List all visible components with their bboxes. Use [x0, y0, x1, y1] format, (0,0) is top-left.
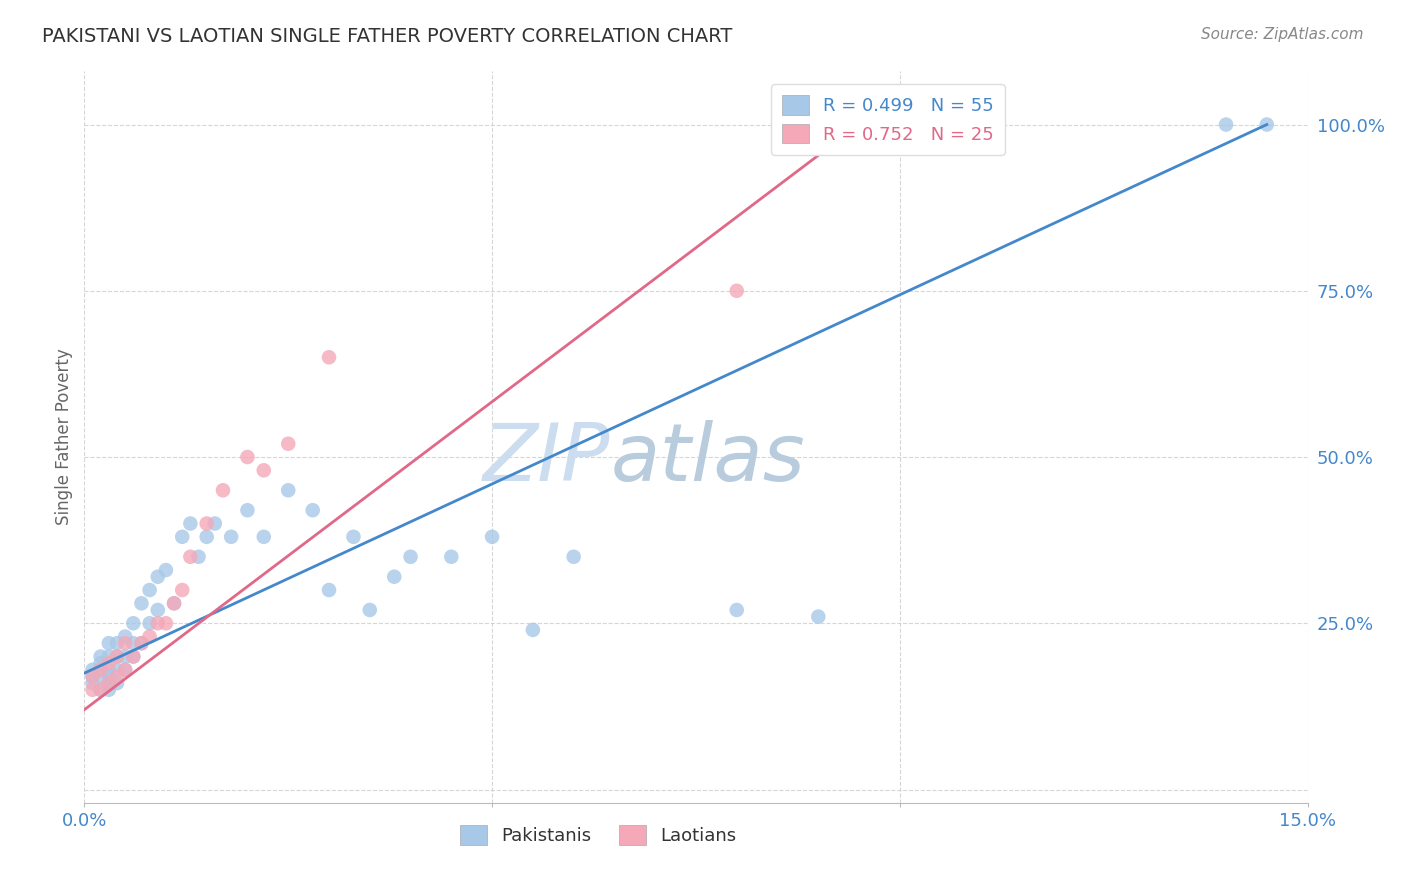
Point [807, 609, 830, 624]
Point [97, 676, 120, 690]
Point [90, 663, 112, 677]
Point [122, 649, 145, 664]
Point [318, 582, 340, 597]
Point [122, 636, 145, 650]
Text: atlas: atlas [610, 420, 806, 498]
Point [90, 649, 112, 664]
Point [204, 516, 226, 531]
Point [146, 603, 169, 617]
Point [131, 636, 153, 650]
Point [138, 582, 160, 597]
Point [82, 682, 104, 697]
Point [82, 676, 104, 690]
Point [155, 563, 177, 577]
Point [219, 530, 242, 544]
Point [90, 669, 112, 683]
Point [90, 682, 112, 697]
Point [172, 530, 194, 544]
Point [114, 663, 136, 677]
Point [114, 636, 136, 650]
Point [163, 596, 186, 610]
Point [82, 669, 104, 683]
Point [82, 669, 104, 683]
Point [253, 463, 276, 477]
Point [318, 351, 340, 365]
Point [440, 549, 463, 564]
Point [399, 549, 422, 564]
Point [172, 582, 194, 597]
Point [97, 649, 120, 664]
Point [122, 616, 145, 631]
Point [97, 669, 120, 683]
Point [114, 630, 136, 644]
Text: PAKISTANI VS LAOTIAN SINGLE FATHER POVERTY CORRELATION CHART: PAKISTANI VS LAOTIAN SINGLE FATHER POVER… [42, 27, 733, 45]
Point [522, 623, 544, 637]
Point [179, 549, 201, 564]
Point [1256, 118, 1278, 132]
Point [122, 649, 145, 664]
Point [105, 676, 128, 690]
Point [163, 596, 186, 610]
Point [342, 530, 364, 544]
Point [97, 682, 120, 697]
Point [301, 503, 323, 517]
Point [114, 663, 136, 677]
Point [481, 530, 503, 544]
Point [195, 516, 218, 531]
Point [236, 450, 259, 464]
Point [146, 616, 169, 631]
Point [138, 616, 160, 631]
Point [359, 603, 381, 617]
Point [1215, 118, 1237, 132]
Point [725, 284, 748, 298]
Point [105, 649, 128, 664]
Point [105, 636, 128, 650]
Point [562, 549, 585, 564]
Point [90, 663, 112, 677]
Point [212, 483, 235, 498]
Point [82, 663, 104, 677]
Point [382, 570, 405, 584]
Point [105, 663, 128, 677]
Point [179, 516, 201, 531]
Text: Source: ZipAtlas.com: Source: ZipAtlas.com [1201, 27, 1364, 42]
Point [105, 649, 128, 664]
Y-axis label: Single Father Poverty: Single Father Poverty [55, 349, 73, 525]
Point [131, 596, 153, 610]
Point [236, 503, 259, 517]
Point [155, 616, 177, 631]
Point [105, 669, 128, 683]
Point [90, 682, 112, 697]
Point [90, 656, 112, 670]
Point [187, 549, 209, 564]
Point [131, 636, 153, 650]
Point [138, 630, 160, 644]
Point [277, 483, 299, 498]
Point [97, 636, 120, 650]
Legend: Pakistanis, Laotians: Pakistanis, Laotians [453, 818, 744, 852]
Text: ZIP: ZIP [484, 420, 610, 498]
Point [114, 649, 136, 664]
Point [725, 603, 748, 617]
Point [195, 530, 218, 544]
Point [253, 530, 276, 544]
Point [97, 663, 120, 677]
Point [97, 656, 120, 670]
Point [146, 570, 169, 584]
Point [97, 676, 120, 690]
Point [277, 436, 299, 450]
